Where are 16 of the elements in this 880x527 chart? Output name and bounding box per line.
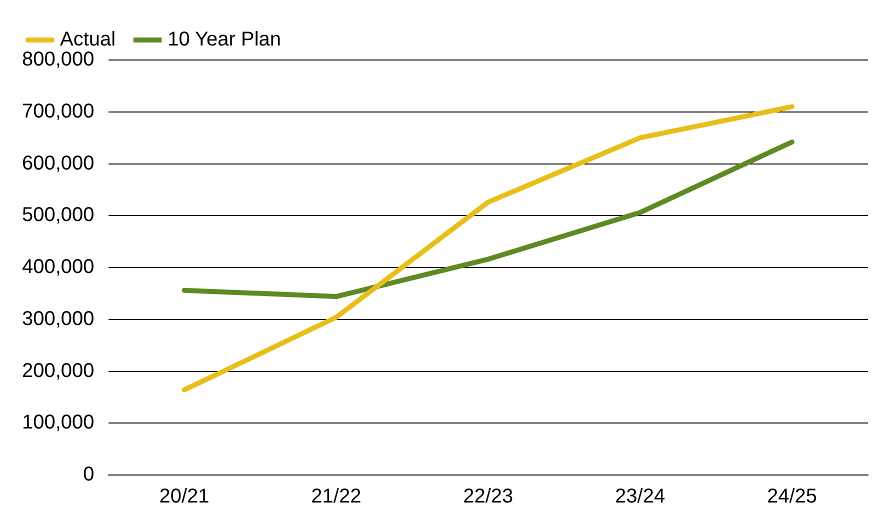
- y-tick-label: 200,000: [22, 360, 94, 382]
- legend-label: 10 Year Plan: [168, 28, 282, 51]
- y-tick-label: 500,000: [22, 204, 94, 226]
- y-tick-label: 800,000: [22, 48, 94, 71]
- y-tick-label: 300,000: [22, 308, 94, 330]
- x-tick-label: 21/22: [311, 486, 362, 508]
- x-tick-label: 24/25: [767, 486, 818, 508]
- legend-label: Actual: [60, 28, 116, 51]
- y-tick-label: 700,000: [22, 100, 94, 122]
- y-tick-label: 400,000: [22, 256, 94, 278]
- y-tick-label: 100,000: [22, 412, 94, 434]
- x-tick-label: 20/21: [159, 486, 210, 508]
- x-tick-label: 22/23: [463, 486, 514, 508]
- y-tick-label: 0: [83, 464, 94, 486]
- y-tick-label: 600,000: [22, 152, 94, 174]
- x-tick-label: 23/24: [615, 486, 666, 508]
